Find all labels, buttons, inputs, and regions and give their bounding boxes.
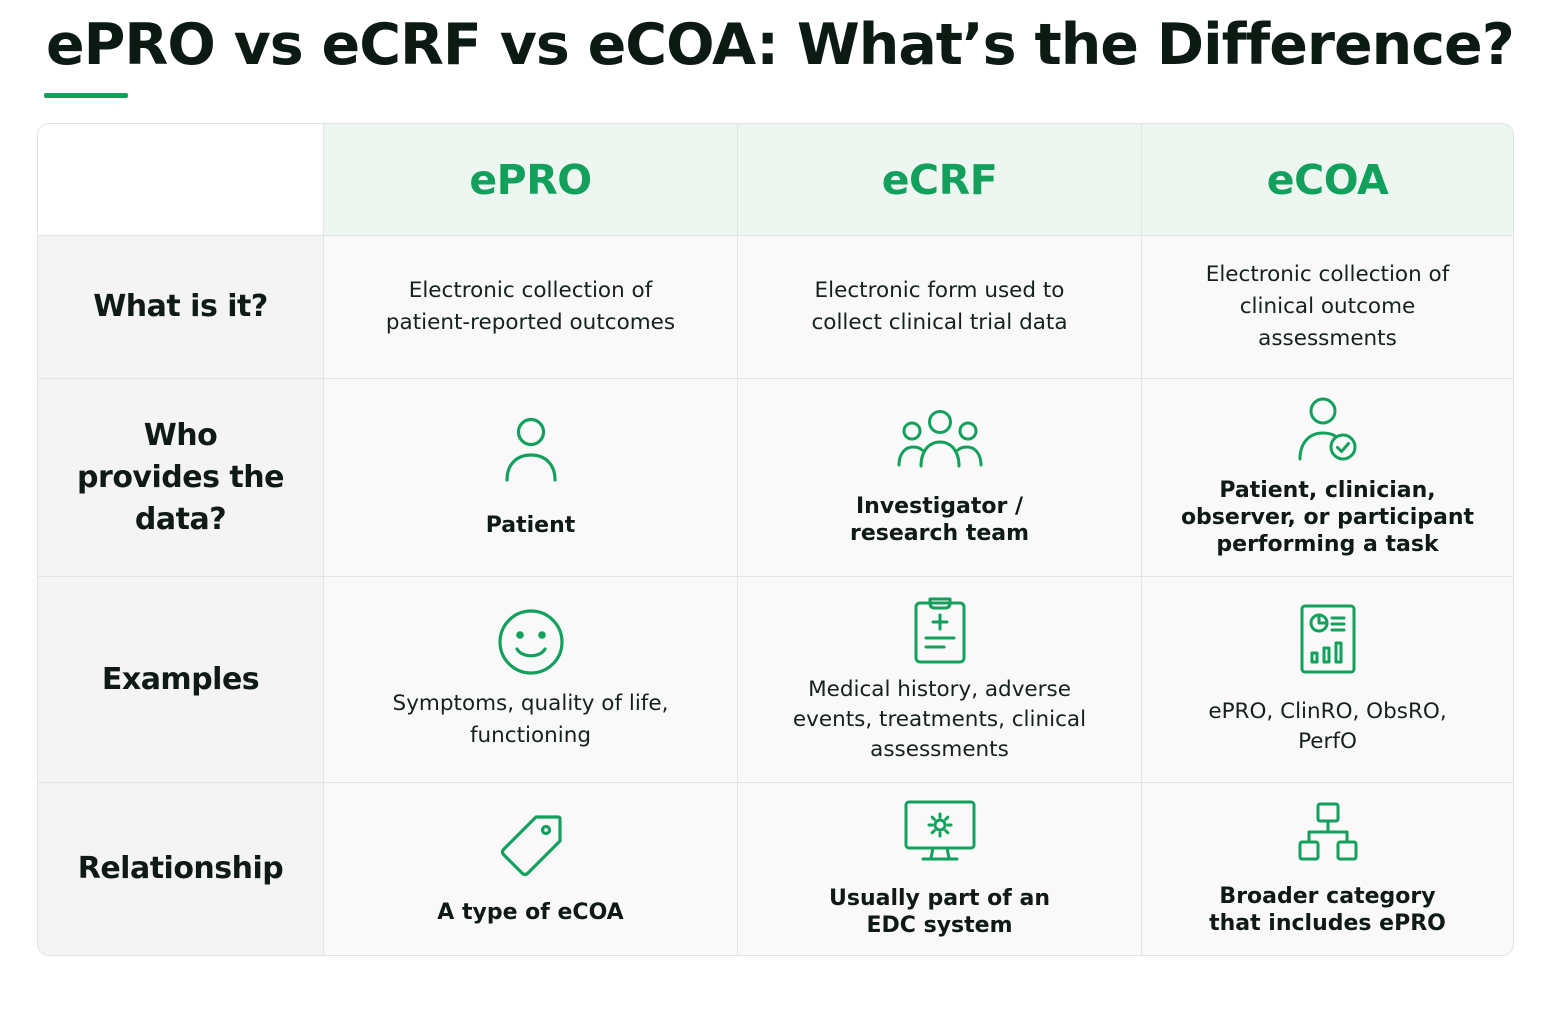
chart-report-icon — [1299, 603, 1357, 675]
cell-text: Patient, clinician, observer, or partici… — [1180, 478, 1475, 557]
column-header-ecoa: eCOA — [1142, 124, 1513, 236]
cell-what-ecrf: Electronic form used to collect clinical… — [738, 236, 1142, 379]
cell-relationship-ecoa: Broader category that includes ePRO — [1142, 783, 1513, 955]
cell-text: Broader category that includes ePRO — [1209, 884, 1446, 936]
cell-text: Investigator / research team — [849, 493, 1030, 546]
page-title: ePRO vs eCRF vs eCOA: What’s the Differe… — [46, 12, 1515, 78]
tag-icon — [498, 813, 564, 879]
cell-who-ecoa: Patient, clinician, observer, or partici… — [1142, 379, 1513, 577]
person-icon — [503, 416, 559, 484]
column-title: eCRF — [881, 155, 998, 204]
row-title: Relationship — [77, 851, 284, 886]
monitor-gear-icon — [903, 799, 977, 865]
row-title: Who provides the data? — [77, 417, 284, 537]
cell-what-ecoa: Electronic collection of clinical outcom… — [1142, 236, 1513, 379]
cell-text: Usually part of an EDC system — [828, 886, 1051, 938]
smiley-face-icon — [497, 608, 565, 676]
cell-text: Electronic form used to collect clinical… — [811, 278, 1068, 335]
cell-who-epro: Patient — [324, 379, 738, 577]
cell-text: Medical history, adverse events, treatme… — [792, 676, 1087, 762]
cell-text: ePRO, ClinRO, ObsRO, PerfO — [1208, 698, 1447, 754]
cell-what-epro: Electronic collection of patient-reporte… — [324, 236, 738, 379]
row-header-who-provides: Who provides the data? — [38, 379, 324, 577]
cell-relationship-ecrf: Usually part of an EDC system — [738, 783, 1142, 955]
cell-text: A type of eCOA — [437, 899, 624, 925]
row-header-what-is-it: What is it? — [38, 236, 324, 379]
hierarchy-icon — [1296, 801, 1360, 863]
row-header-examples: Examples — [38, 577, 324, 783]
cell-examples-epro: Symptoms, quality of life, functioning — [324, 577, 738, 783]
cell-relationship-epro: A type of eCOA — [324, 783, 738, 955]
column-title: eCOA — [1266, 155, 1389, 204]
cell-text: Electronic collection of patient-reporte… — [385, 278, 676, 335]
row-title: Examples — [101, 661, 260, 697]
row-header-relationship: Relationship — [38, 783, 324, 955]
cell-text: Symptoms, quality of life, functioning — [392, 690, 669, 748]
comparison-table: ePRO eCRF eCOA What is it? Electronic co… — [37, 123, 1514, 956]
column-header-epro: ePRO — [324, 124, 738, 236]
cell-text: Patient — [485, 513, 576, 538]
person-check-icon — [1297, 397, 1359, 463]
cell-text: Electronic collection of clinical outcom… — [1205, 262, 1450, 351]
cell-examples-ecoa: ePRO, ClinRO, ObsRO, PerfO — [1142, 577, 1513, 783]
cell-examples-ecrf: Medical history, adverse events, treatme… — [738, 577, 1142, 783]
medical-clipboard-icon — [912, 595, 968, 665]
column-title: ePRO — [469, 155, 592, 204]
column-header-ecrf: eCRF — [738, 124, 1142, 236]
table-corner-cell — [38, 124, 324, 236]
group-icon — [896, 409, 984, 469]
row-title: What is it? — [93, 289, 268, 324]
title-accent-bar — [44, 93, 128, 98]
cell-who-ecrf: Investigator / research team — [738, 379, 1142, 577]
